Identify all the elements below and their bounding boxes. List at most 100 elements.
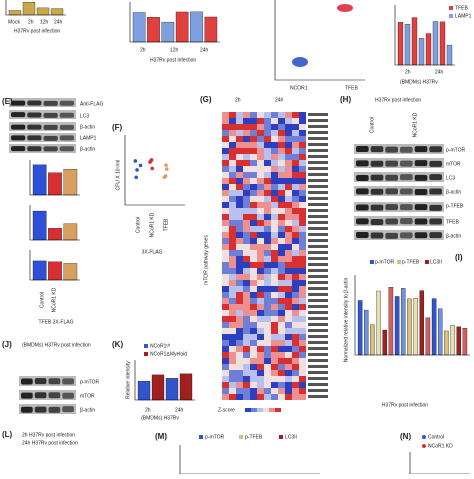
heatmap-cell [243,214,250,220]
heatmap-cell [299,340,306,346]
bar [48,172,62,196]
heatmap-cell [278,220,285,226]
heatmap-cell [236,376,243,382]
heatmap-cell [264,202,271,208]
heatmap-cell [299,346,306,352]
heatmap-cell [229,382,236,388]
heatmap-cell [285,118,292,124]
heatmap-cell [299,172,306,178]
heatmap-cell [299,328,306,334]
heatmap-cell [236,310,243,316]
gene-label [308,155,328,158]
heatmap-cell [222,292,229,298]
heatmap-cell [236,346,243,352]
heatmap-cell [299,232,306,238]
heatmap-cell [285,220,292,226]
heatmap-cell [299,352,306,358]
bar [462,328,468,356]
bar [22,2,36,16]
heatmap-cell [236,112,243,118]
gene-label [308,131,328,134]
heatmap-cell [285,286,292,292]
label: 24h [54,19,63,25]
heatmap-cell [278,118,285,124]
blot [9,133,76,142]
heatmap-cell [285,184,292,190]
heatmap-cell [229,376,236,382]
heatmap-cell [229,394,236,400]
heatmap-cell [236,328,243,334]
label: TFEB 3X-FLAG [38,319,73,325]
gene-label [308,353,328,356]
heatmap-cell [257,214,264,220]
bar [446,44,453,66]
heatmap-cell [236,262,243,268]
heatmap-cell [264,388,271,394]
heatmap-cell [271,394,278,400]
heatmap-cell [292,322,299,328]
heatmap-cell [243,136,250,142]
gene-label [308,227,328,230]
heatmap-cell [292,292,299,298]
heatmap-cell [292,208,299,214]
heatmap-cell [292,238,299,244]
heatmap-cell [271,190,278,196]
blot-band [43,146,58,152]
heatmap-cell [292,364,299,370]
blot-band [414,146,428,153]
heatmap-cell [292,196,299,202]
heatmap-cell [236,196,243,202]
heatmap-cell [243,298,250,304]
heatmap-cell [278,244,285,250]
gene-label [308,263,328,266]
heatmap-cell [229,184,236,190]
heatmap-cell [299,310,306,316]
heatmap-cell [257,154,264,160]
heatmap-cell [222,166,229,172]
blot-band [34,406,47,413]
heatmap-cell [243,124,250,130]
heatmap-cell [271,232,278,238]
heatmap-cell [243,328,250,334]
blot-band [429,218,442,225]
heatmap-cell [285,268,292,274]
heatmap-cell [236,238,243,244]
heatmap-cell [257,298,264,304]
heatmap-cell [285,250,292,256]
zscore-swatch [275,408,281,412]
heatmap-cell [250,238,257,244]
label: 24h [175,407,184,413]
heatmap-cell [236,178,243,184]
heatmap-cell [229,328,236,334]
heatmap-cell [278,250,285,256]
heatmap-cell [250,244,257,250]
heatmap-cell [250,280,257,286]
heatmap-cell [264,310,271,316]
heatmap-cell [292,202,299,208]
blot-band [429,232,442,239]
heatmap-cell [271,214,278,220]
heatmap-cell [222,250,229,256]
bar [425,317,431,356]
heatmap-cell [264,256,271,262]
heatmap-cell [257,124,264,130]
heatmap-cell [271,178,278,184]
gene-label [308,113,328,116]
heatmap-cell [222,214,229,220]
gene-label [308,335,328,338]
heatmap-cell [264,250,271,256]
gene-label [308,395,328,398]
heatmap-cell [271,388,278,394]
heatmap-cell [278,262,285,268]
heatmap-cell [278,346,285,352]
heatmap-cell [236,364,243,370]
heatmap-cell [285,202,292,208]
blot-band [59,135,74,141]
heatmap-cell [243,184,250,190]
heatmap-cell [271,346,278,352]
label: 24h [200,47,209,53]
heatmap-cell [285,238,292,244]
gene-label [308,287,328,290]
blot-band [59,100,74,106]
heatmap-cell [229,280,236,286]
